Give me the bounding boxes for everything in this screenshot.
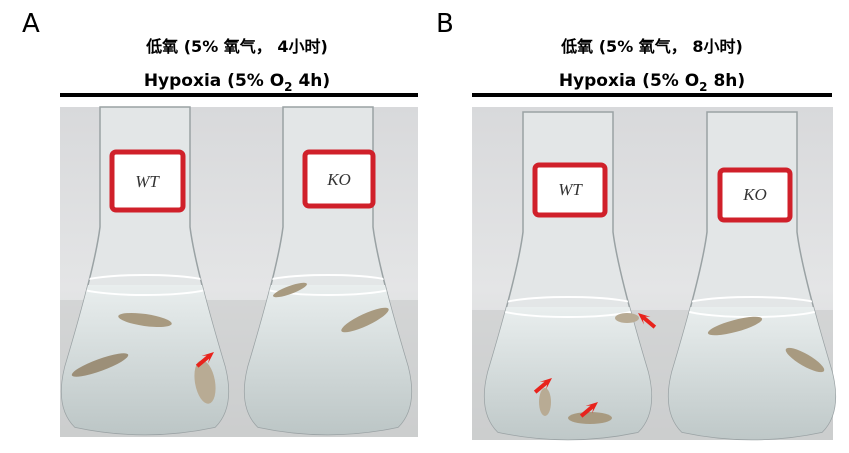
panel-letter: B [436,9,454,39]
title-cn: 低氧 (5% 氧气， 4小时) [145,37,328,56]
photo [472,107,837,441]
panel-letter: A [22,9,40,39]
flask-label [717,167,793,223]
divider [60,93,418,97]
flask-label-text: KO [326,170,351,189]
title-en: Hypoxia (5% O2 8h) [559,71,745,94]
flask-label [109,149,186,213]
flask-label-text: KO [742,185,767,204]
title-en: Hypoxia (5% O2 4h) [144,71,330,94]
flask-label-text: WT [558,180,583,199]
divider [472,93,832,97]
flask-label-text: WT [135,172,160,191]
flask-label [302,149,376,209]
title-cn: 低氧 (5% 氧气， 8小时) [560,37,743,56]
flask-label [532,162,608,218]
